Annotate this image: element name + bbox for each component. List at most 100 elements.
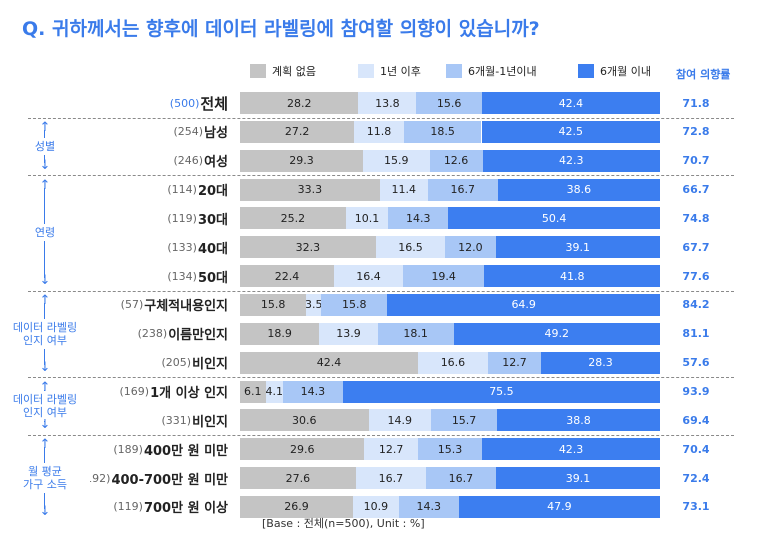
bar-segment: 16.6 [418, 351, 488, 374]
footnote: [Base : 전체(n=500), Unit : %] [262, 517, 425, 530]
bar-segment: 41.8 [484, 265, 660, 288]
bracket-line [44, 447, 45, 464]
group-bracket: ↑ ↓ 데이터 라벨링 인지 여부 [0, 294, 90, 374]
row-label: (119) 30대 [167, 207, 228, 229]
row-label: (134) 50대 [167, 265, 228, 287]
bar-segment: 28.3 [541, 351, 660, 374]
bar-segment: 16.5 [375, 236, 446, 259]
group-label: 월 평균 가구 소득 [0, 465, 90, 492]
row-label: (133) 40대 [167, 236, 228, 258]
bar-segment: 15.3 [417, 438, 483, 461]
group-bracket: ↑ ↓ 데이터 라벨링 인지 여부 [0, 381, 90, 433]
bracket-line [44, 493, 45, 509]
bar-segment: 29.6 [240, 438, 365, 461]
row-sample-size: (57) [120, 298, 144, 312]
bracket-line [44, 187, 45, 225]
row-label: (169) 1개 이상 인지 [120, 381, 229, 403]
row-sample-size: (114) [167, 183, 197, 197]
participation-rate-value: 77.6 [682, 269, 710, 283]
legend-label: 계획 없음 [272, 65, 316, 78]
bracket-line [44, 302, 45, 319]
row-sample-size: (246) [173, 154, 204, 168]
down-arrow-icon: ↓ [39, 273, 51, 289]
group-bracket: ↑ ↓ 성별 [0, 121, 90, 172]
bar-segment: 38.6 [497, 178, 660, 201]
row-name: 전체 [200, 94, 228, 113]
bar-segment: 29.3 [240, 149, 363, 172]
bar-segment: 19.4 [402, 265, 485, 288]
bar-segment: 75.5 [342, 380, 660, 403]
legend-item: 1년 이후 [358, 62, 421, 80]
bar-segment: 15.6 [416, 92, 482, 114]
bar-segment: 49.2 [453, 322, 660, 345]
bar-segment: 12.7 [487, 351, 542, 374]
down-arrow-icon: ↓ [39, 503, 51, 519]
bar-segment: 15.9 [362, 149, 430, 172]
bar-segment: 11.4 [379, 178, 428, 201]
bar-segment: 16.7 [355, 467, 426, 490]
up-arrow-icon: ↑ [39, 292, 51, 308]
bar-segment: 16.7 [425, 467, 496, 490]
legend-item: 계획 없음 [250, 62, 316, 80]
row-name: 30대 [197, 212, 228, 228]
legend-swatch [578, 64, 594, 78]
row-label: (57) 구체적내용인지 [121, 294, 228, 316]
group-separator [28, 175, 734, 177]
row-name: 비인지 [192, 357, 228, 373]
row-label: (119) 700만 원 이상 [113, 496, 228, 518]
bar-segment: 18.5 [403, 120, 482, 143]
bar-segment: 12.7 [364, 438, 418, 461]
row-label: (500) 전체 [170, 92, 228, 114]
chart-title: Q. 귀하께서는 향후에 데이터 라벨링에 참여할 의향이 있습니까? [22, 18, 540, 40]
bracket-line [44, 348, 45, 365]
row-name: 여성 [204, 155, 228, 171]
bar-segment: 15.8 [240, 293, 307, 316]
bar-segment: 47.9 [458, 495, 660, 518]
down-arrow-icon: ↓ [39, 359, 51, 375]
row-sample-size: (238) [137, 327, 168, 341]
group-separator [28, 434, 734, 436]
row-sample-size: (205) [161, 356, 192, 370]
participation-rate-value: 70.4 [682, 442, 710, 456]
group-label: 성별 [0, 139, 90, 153]
group-label-line: 성별 [34, 139, 56, 153]
participation-rate-value: 57.6 [682, 356, 710, 370]
group-label: 데이터 라벨링 인지 여부 [0, 320, 90, 347]
bar-segment: 27.2 [240, 120, 355, 143]
participation-rate-value: 73.1 [682, 500, 710, 514]
legend-swatch [250, 64, 266, 78]
bar-segment: 32.3 [240, 236, 376, 259]
row-sample-size: (119) [167, 211, 197, 225]
bar-segment: 14.3 [388, 207, 449, 230]
down-arrow-icon: ↓ [39, 417, 51, 433]
up-arrow-icon: ↑ [39, 119, 51, 135]
legend-label: 6개월-1년이내 [468, 65, 537, 78]
row-sample-size: (134) [167, 269, 197, 283]
bracket-line [44, 154, 45, 163]
down-arrow-icon: ↓ [39, 157, 51, 173]
group-label: 연령 [0, 226, 90, 240]
participation-rate-value: 71.8 [682, 96, 710, 110]
bar-segment: 42.3 [482, 438, 660, 461]
group-label-line: 월 평균 [28, 465, 62, 479]
row-name: 남성 [204, 126, 228, 142]
bar-segment: 30.6 [240, 409, 369, 432]
bar-segment: 39.1 [495, 236, 660, 259]
row-name: 50대 [197, 270, 228, 286]
bar-segment: 25.2 [240, 207, 346, 230]
row-name: 400-700만 원 미만 [111, 472, 228, 488]
row-sample-size: (169) [119, 385, 150, 398]
bar-segment: 16.7 [427, 178, 498, 201]
legend-swatch [358, 64, 374, 78]
row-name: 이름만인지 [168, 328, 228, 344]
bracket-line [44, 389, 45, 391]
bar-segment: 13.9 [319, 322, 378, 345]
bar-segment: 26.9 [240, 495, 353, 518]
row-sample-size: (119) [113, 500, 143, 514]
row-sample-size: (189) [113, 442, 143, 456]
group-bracket: ↑ ↓ 월 평균 가구 소득 [0, 438, 90, 518]
group-separator [28, 377, 734, 379]
participation-rate-value: 66.7 [682, 183, 710, 197]
bar-segment: 11.8 [354, 120, 404, 143]
